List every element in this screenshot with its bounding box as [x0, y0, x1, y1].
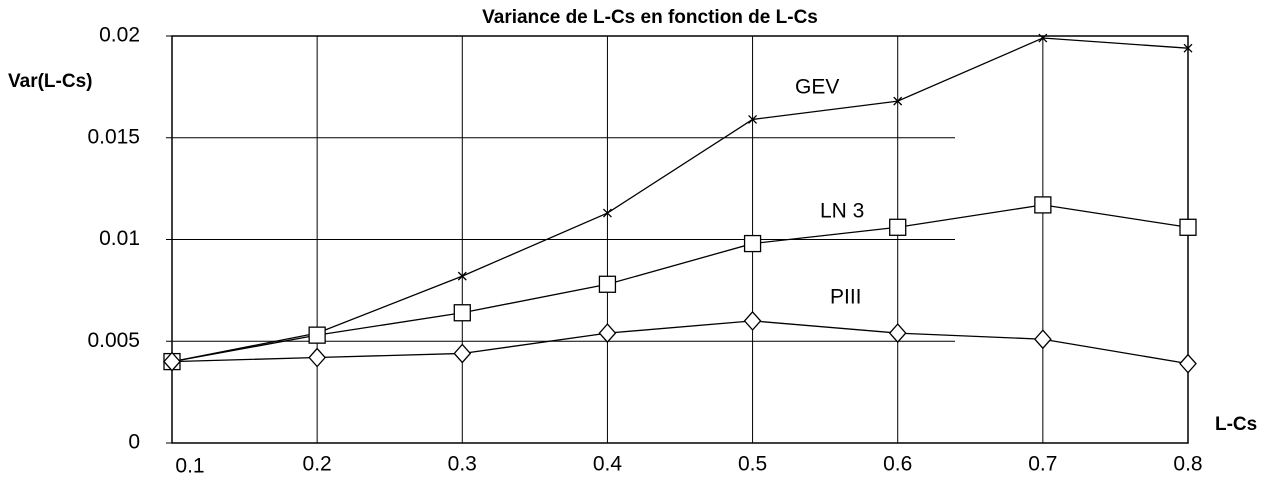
marker: [743, 310, 762, 331]
marker: [598, 323, 617, 344]
x-tick-label: 0.1: [175, 455, 204, 478]
series-line: [171, 204, 1189, 363]
series-line: [171, 37, 1189, 363]
marker: [457, 271, 467, 281]
x-tick-label: 0.8: [1173, 453, 1202, 476]
y-tick-label: 0.01: [99, 227, 140, 250]
y-tick-label: 0.02: [99, 24, 140, 47]
marker: [308, 347, 327, 368]
y-tick-label: 0: [128, 431, 140, 454]
marker: [308, 326, 326, 344]
marker: [598, 275, 617, 293]
y-tick-label: 0.015: [87, 125, 140, 148]
marker: [453, 343, 472, 364]
marker: [163, 351, 181, 372]
marker: [1033, 329, 1052, 350]
marker: [1034, 196, 1052, 214]
x-tick-label: 0.4: [593, 453, 623, 476]
marker: [1179, 218, 1197, 236]
marker: [602, 208, 612, 218]
marker: [1038, 33, 1048, 43]
x-tick-label: 0.3: [448, 453, 477, 476]
series-label: PIII: [830, 286, 862, 309]
marker: [888, 323, 907, 344]
series-label: GEV: [795, 76, 839, 99]
marker: [743, 234, 762, 253]
marker: [453, 304, 471, 322]
marker: [1183, 43, 1193, 53]
series-line: [171, 320, 1189, 365]
y-tick-label: 0.005: [87, 329, 140, 352]
y-axis-label: Var(L-Cs): [8, 71, 92, 92]
marker: [1179, 353, 1197, 374]
x-tick-label: 0.2: [303, 453, 332, 476]
chart-title: Variance de L-Cs en fonction de L-Cs: [482, 7, 818, 28]
marker: [748, 114, 758, 124]
marker: [893, 96, 903, 106]
x-axis-label: L-Cs: [1215, 414, 1257, 435]
x-tick-label: 0.7: [1028, 453, 1057, 476]
marker: [889, 218, 907, 236]
x-tick-label: 0.5: [738, 453, 767, 476]
series-label: LN 3: [820, 200, 864, 223]
x-tick-label: 0.6: [883, 453, 912, 476]
